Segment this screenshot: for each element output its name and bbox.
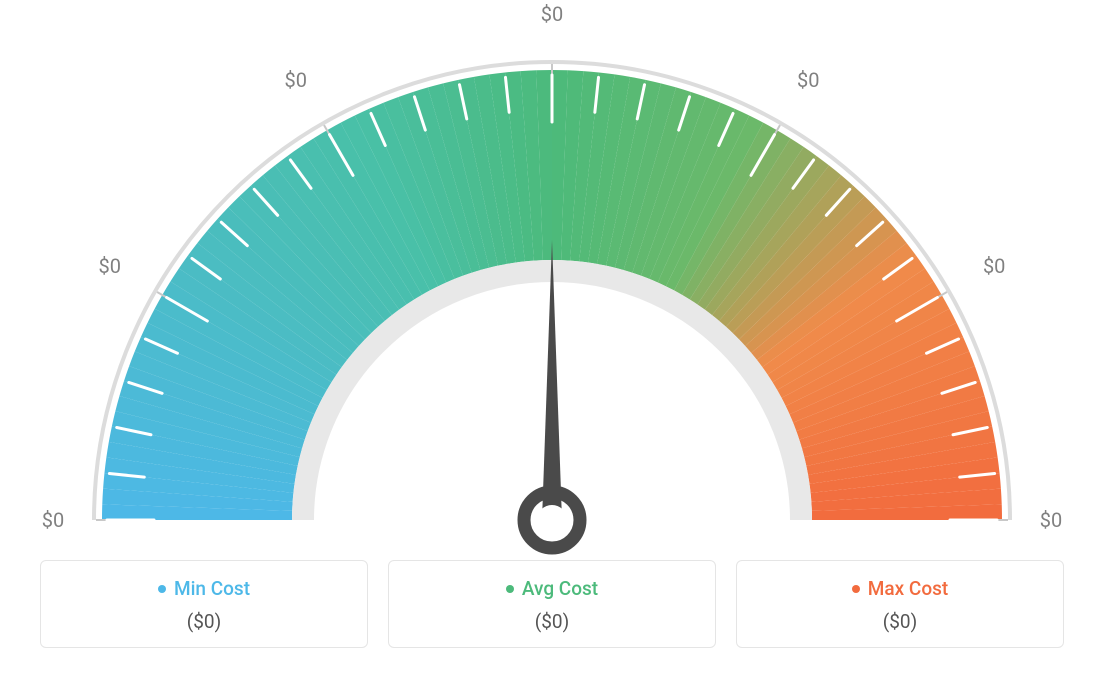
legend-dot-min: [158, 585, 166, 593]
legend-value-max: ($0): [747, 610, 1053, 633]
legend-row: Min Cost ($0) Avg Cost ($0) Max Cost ($0…: [0, 560, 1104, 648]
legend-value-avg: ($0): [399, 610, 705, 633]
gauge-tick-label: $0: [983, 254, 1005, 278]
gauge-tick-label: $0: [1040, 508, 1062, 532]
gauge-tick-label: $0: [797, 68, 819, 92]
gauge-tick-label: $0: [285, 68, 307, 92]
gauge-tick-label: $0: [99, 254, 121, 278]
legend-min: Min Cost ($0): [40, 560, 368, 648]
legend-dot-max: [852, 585, 860, 593]
legend-avg: Avg Cost ($0): [388, 560, 716, 648]
gauge-tick-label: $0: [541, 2, 563, 26]
legend-value-min: ($0): [51, 610, 357, 633]
legend-dot-avg: [506, 585, 514, 593]
legend-label-min: Min Cost: [174, 577, 250, 600]
gauge-chart: $0 $0 $0 $0 $0 $0 $0: [0, 0, 1104, 560]
gauge-svg: [0, 0, 1104, 560]
gauge-tick-label: $0: [42, 508, 64, 532]
legend-label-max: Max Cost: [868, 577, 948, 600]
legend-max: Max Cost ($0): [736, 560, 1064, 648]
legend-label-avg: Avg Cost: [522, 577, 598, 600]
